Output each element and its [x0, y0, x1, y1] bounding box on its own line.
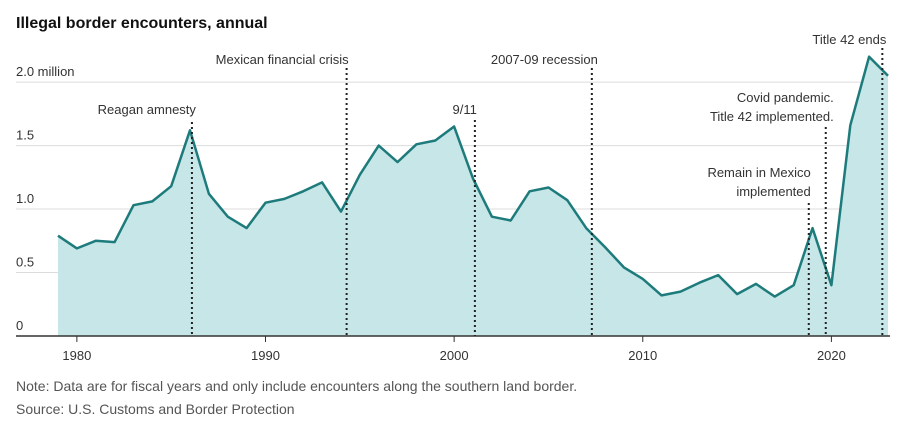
annotation-label: Remain in Mexico [707, 165, 810, 180]
x-tick-label: 1990 [251, 348, 280, 363]
annotation-label: Title 42 implemented. [710, 109, 834, 124]
area [58, 56, 888, 336]
chart-title: Illegal border encounters, annual [16, 15, 268, 32]
annotation-label: Covid pandemic. [737, 90, 834, 105]
annotation-label: Mexican financial crisis [216, 52, 349, 67]
annotation-label: 9/11 [453, 102, 477, 117]
y-tick-label: 0.5 [16, 255, 34, 270]
y-tick-label: 1.5 [16, 128, 34, 143]
source: Source: U.S. Customs and Border Protecti… [16, 401, 295, 417]
note: Note: Data are for fiscal years and only… [16, 378, 577, 394]
x-tick-label: 2020 [817, 348, 846, 363]
y-tick-label: 0 [16, 318, 23, 333]
x-tick-label: 2000 [440, 348, 469, 363]
annotation-label: Title 42 ends [812, 32, 886, 47]
annotation-label: Reagan amnesty [98, 102, 197, 117]
x-tick-label: 1980 [62, 348, 91, 363]
y-tick-label: 1.0 [16, 191, 34, 206]
line [57, 55, 889, 298]
annotation-label: 2007-09 recession [491, 52, 598, 67]
annotation-label: implemented [736, 184, 810, 199]
y-tick-label: 2.0 million [16, 64, 75, 79]
x-tick-label: 2010 [628, 348, 657, 363]
